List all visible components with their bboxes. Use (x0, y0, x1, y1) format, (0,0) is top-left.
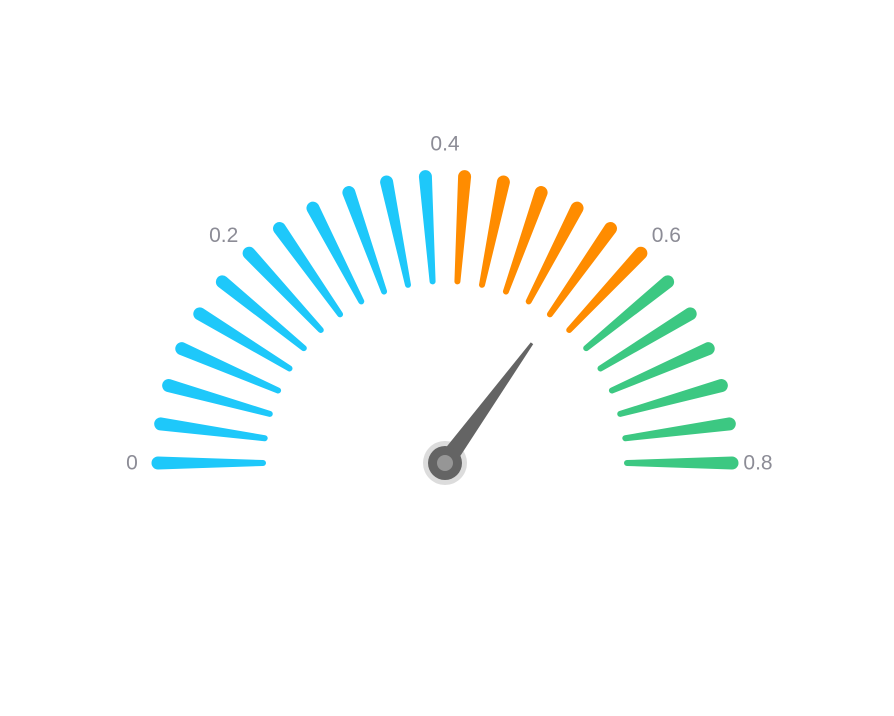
gauge-segment (622, 417, 736, 442)
gauge-segment (193, 307, 293, 372)
gauge-segment (342, 186, 388, 295)
gauge-segment (624, 456, 739, 470)
gauge-segment (380, 175, 411, 288)
gauge-segment (525, 201, 584, 305)
gauge-tick-label: 0.8 (743, 452, 772, 475)
gauge-tick-label: 0.6 (652, 224, 681, 247)
gauge-segment (479, 175, 510, 288)
gauge-segment (502, 186, 548, 295)
gauge-tick-label: 0.4 (430, 133, 460, 156)
gauge-needle-group (423, 342, 534, 485)
gauge-segment (608, 342, 715, 394)
gauge-segment (454, 170, 472, 285)
gauge-segment (306, 201, 365, 305)
gauge-segment (546, 222, 617, 318)
gauge-needle (437, 342, 534, 469)
gauge-segment (162, 379, 273, 417)
gauge-segment (583, 275, 675, 352)
gauge-tick-label: 0.2 (209, 224, 238, 247)
gauge-tick-labels: 0 0.2 0.4 0.6 0.8 (126, 133, 772, 475)
gauge-tick-label: 0 (126, 452, 138, 475)
gauge-segment (272, 222, 344, 318)
needle-pivot-center (437, 455, 453, 471)
gauge-segment (617, 379, 728, 417)
gauge-segment (597, 307, 697, 372)
gauge-segment (175, 342, 282, 394)
gauge-segment (215, 275, 307, 352)
gauge-segment (154, 417, 268, 442)
gauge-segment (242, 246, 324, 333)
gauge-segments (151, 170, 739, 470)
gauge-segment (151, 456, 266, 470)
gauge-segment (418, 170, 436, 285)
gauge-segment (566, 246, 648, 333)
